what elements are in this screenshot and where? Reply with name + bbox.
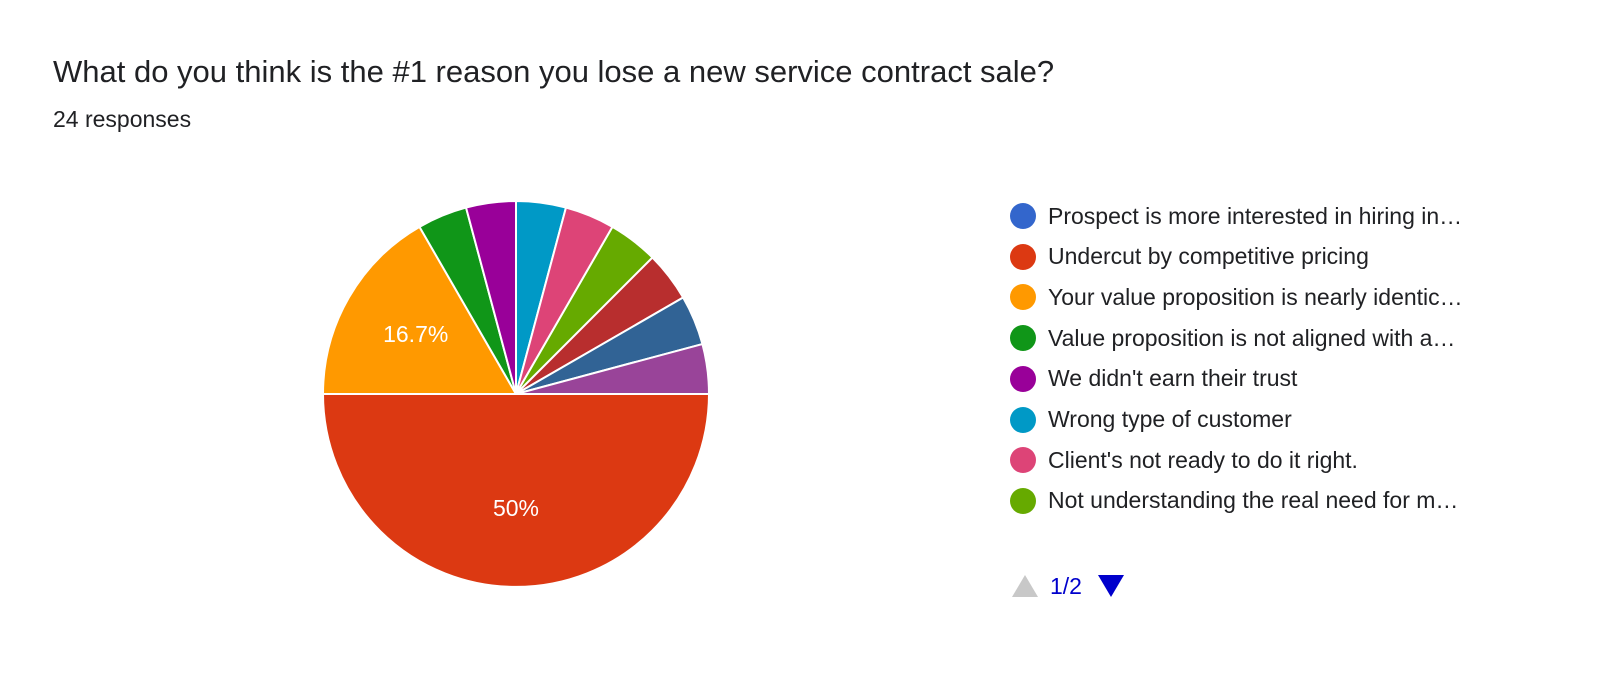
- legend-color-swatch: [1010, 203, 1036, 229]
- legend-color-swatch: [1010, 243, 1036, 270]
- legend-item[interactable]: Client's not ready to do it right.: [1010, 443, 1570, 477]
- legend-color-swatch: [1010, 365, 1036, 392]
- legend-label: Your value proposition is nearly identic…: [1048, 283, 1463, 310]
- legend-color-swatch: [1010, 447, 1036, 474]
- legend-label: Not understanding the real need for m…: [1048, 487, 1459, 514]
- legend-item[interactable]: Undercut by competitive pricing: [1010, 240, 1570, 274]
- legend-label: Client's not ready to do it right.: [1048, 446, 1358, 473]
- legend-color-swatch: [1010, 487, 1036, 514]
- legend-item[interactable]: Value proposition is not aligned with a…: [1010, 321, 1570, 355]
- legend-item[interactable]: We didn't earn their trust: [1010, 362, 1570, 396]
- legend-label: Prospect is more interested in hiring in…: [1048, 202, 1463, 229]
- pie-slice-undercut-by-competitive-pricing[interactable]: [321, 393, 711, 588]
- response-count: 24 responses: [53, 106, 192, 132]
- pie-slice-percent-label: 50%: [493, 495, 539, 521]
- legend-label: Wrong type of customer: [1048, 406, 1292, 432]
- pie-slice-slice-9[interactable]: [515, 342, 711, 395]
- legend-item[interactable]: Wrong type of customer: [1010, 403, 1570, 437]
- legend-label: Undercut by competitive pricing: [1048, 243, 1369, 270]
- pie-slice-your-value-proposition-is-nearly-identic[interactable]: [321, 225, 518, 395]
- legend-color-swatch: [1010, 284, 1036, 311]
- legend-item[interactable]: Your value proposition is nearly identic…: [1010, 280, 1570, 314]
- triangle-up-icon: [1012, 575, 1038, 597]
- legend-label: We didn't earn their trust: [1048, 365, 1298, 392]
- triangle-down-icon[interactable]: [1098, 575, 1124, 597]
- pie-chart: 50% 16.7%: [321, 199, 711, 588]
- pie-slice-percent-label: 16.7%: [383, 321, 448, 347]
- pager-page-indicator: 1/2: [1050, 573, 1082, 599]
- legend-color-swatch: [1010, 406, 1036, 433]
- question-title: What do you think is the #1 reason you l…: [53, 54, 1055, 89]
- legend-item[interactable]: Not understanding the real need for m…: [1010, 484, 1570, 518]
- legend-label: Value proposition is not aligned with a…: [1048, 324, 1456, 351]
- legend-item[interactable]: Prospect is more interested in hiring in…: [1010, 199, 1570, 233]
- legend-color-swatch: [1010, 325, 1036, 352]
